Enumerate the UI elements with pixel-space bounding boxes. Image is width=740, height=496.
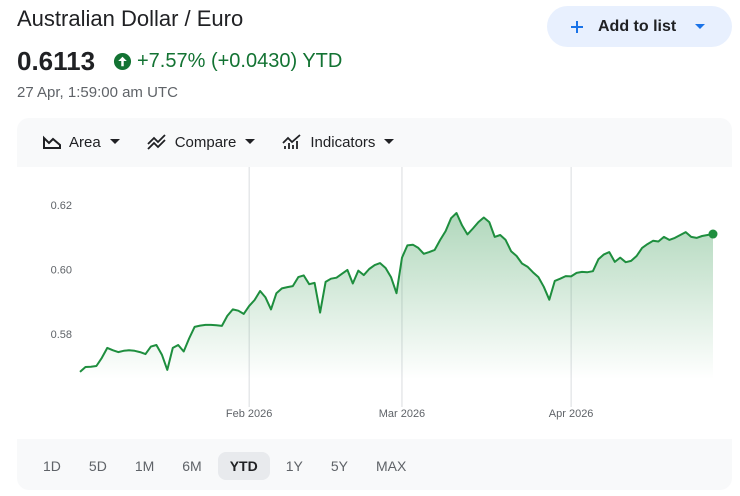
tool-label: Compare [174, 133, 237, 151]
range-button[interactable]: 1Y [285, 458, 303, 474]
button-label: Add to list [598, 17, 677, 35]
y-tick-label: 0.58 [51, 329, 72, 341]
plus-icon [571, 20, 583, 33]
x-tick-label: Apr 2026 [549, 408, 594, 420]
up-icon [113, 52, 132, 71]
x-tick-label: Mar 2026 [379, 408, 425, 420]
range-selector: 1D 5D 1M 6M YTD 1Y 5Y MAX [31, 452, 418, 480]
toolbar: Area Compare Indicators [17, 118, 732, 166]
caret [384, 139, 395, 144]
range-button[interactable]: MAX [375, 458, 407, 474]
last-point [708, 229, 718, 239]
tool-label: Area [69, 133, 101, 151]
dropdown-icon [695, 23, 706, 29]
timestamp: 27 Apr, 1:59:00 am UTC [17, 84, 178, 101]
chart-panel: Area Compare Indicators Feb 2026 Mar 2026… [17, 118, 732, 490]
compare-icon [147, 134, 166, 150]
chart: Feb 2026 Mar 2026 Apr 2026 0.58 0.60 0.62 [17, 167, 732, 439]
tool-label: Indicators [310, 133, 376, 151]
caret [109, 139, 120, 144]
area-tool[interactable]: Area [43, 134, 121, 151]
x-tick-label: Feb 2026 [226, 408, 272, 420]
add-to-list-button[interactable]: Add to list [547, 6, 732, 47]
range-button[interactable]: 1M [134, 458, 155, 474]
area-icon [43, 135, 61, 149]
range-button[interactable]: 5D [88, 458, 107, 474]
caret [245, 139, 256, 144]
y-tick-label: 0.62 [51, 200, 72, 212]
change: +7.57% (+0.0430) YTD [113, 50, 342, 73]
indicators-icon [282, 134, 301, 149]
indicators-tool[interactable]: Indicators [282, 134, 395, 151]
range-button[interactable]: 1D [43, 458, 61, 474]
area-fill [80, 213, 713, 379]
title: Australian Dollar / Euro [17, 6, 244, 31]
range-button[interactable]: YTD [217, 452, 270, 480]
change-text: +7.57% (+0.0430) YTD [137, 50, 343, 72]
range-button[interactable]: 6M [182, 458, 202, 474]
price-line [79, 212, 714, 373]
price: 0.6113 [17, 46, 96, 76]
compare-tool[interactable]: Compare [147, 134, 257, 151]
range-button[interactable]: 5Y [330, 458, 348, 474]
y-tick-label: 0.60 [51, 264, 72, 276]
